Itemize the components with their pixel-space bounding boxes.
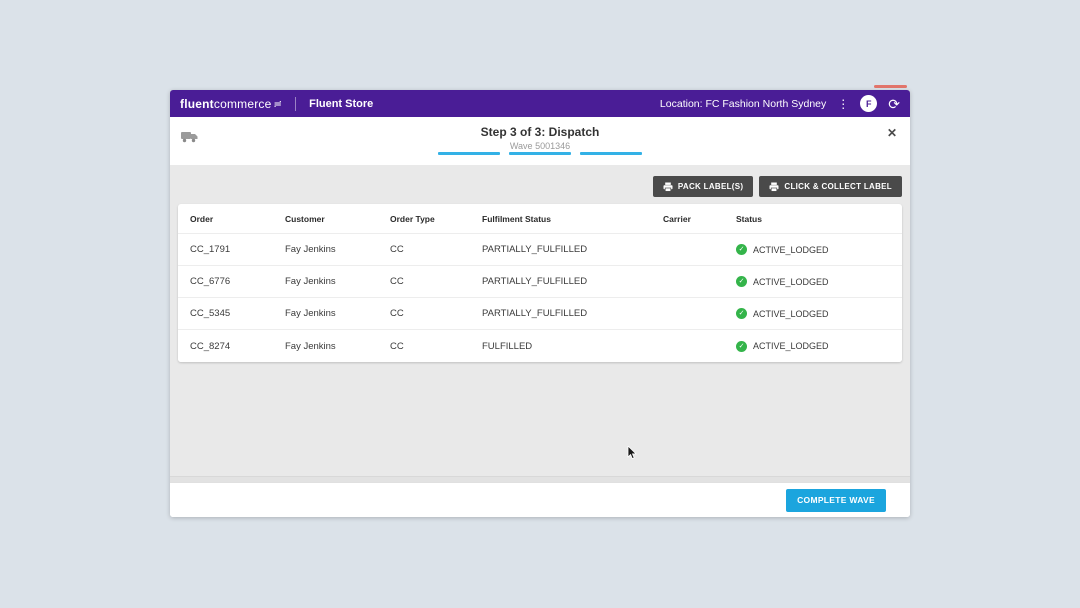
step-subtitle: Wave 5001346 (509, 141, 571, 151)
table-row[interactable]: CC_1791 Fay Jenkins CC PARTIALLY_FULFILL… (178, 234, 902, 266)
status-badge: ACTIVE_LODGED (753, 276, 829, 287)
footer: COMPLETE WAVE (170, 482, 910, 517)
progress-bar (438, 152, 642, 155)
status-badge: ACTIVE_LODGED (753, 244, 829, 255)
status-badge: ACTIVE_LODGED (753, 308, 829, 319)
cell-order-type: CC (390, 340, 404, 352)
cell-customer: Fay Jenkins (285, 276, 336, 287)
cell-order: CC_1791 (190, 244, 231, 255)
cell-fulfilment-status: FULFILLED (482, 340, 533, 352)
cell-status: ✓ ACTIVE_LODGED (736, 244, 890, 255)
content-area: PACK LABEL(S) CLICK & COLLECT LABEL Orde… (170, 165, 910, 482)
cell-fulfilment-status: PARTIALLY_FULFILLED (482, 276, 588, 287)
cell-status: ✓ ACTIVE_LODGED (736, 340, 890, 352)
refresh-icon[interactable]: ⟳ (888, 95, 900, 112)
click-collect-label-text: CLICK & COLLECT LABEL (784, 182, 892, 191)
close-icon[interactable]: ✕ (886, 126, 897, 140)
check-circle-icon: ✓ (736, 276, 747, 287)
recording-indicator (874, 85, 907, 88)
pack-labels-button[interactable]: PACK LABEL(S) (652, 176, 754, 197)
truck-icon (181, 132, 198, 143)
cell-order: CC_6776 (190, 276, 231, 287)
cell-status: ✓ ACTIVE_LODGED (736, 308, 890, 319)
cell-order: CC_8274 (190, 340, 231, 352)
col-fulfilment-status: Fulfilment Status (482, 213, 551, 224)
check-circle-icon: ✓ (736, 308, 747, 319)
app-name: Fluent Store (309, 97, 374, 110)
printer-icon (769, 182, 779, 192)
fluent-logo-icon: ≓ (273, 98, 283, 110)
kebab-menu-icon[interactable]: ⋮ (837, 96, 850, 111)
cell-order-type: CC (390, 308, 404, 319)
col-status: Status (736, 213, 762, 224)
app-header: fluent commerce ≓ Fluent Store Location: F… (170, 90, 910, 117)
complete-wave-button[interactable]: COMPLETE WAVE (786, 488, 886, 512)
table-row[interactable]: CC_5345 Fay Jenkins CC PARTIALLY_FULFILL… (178, 298, 902, 330)
brand-logo: fluent commerce ≓ (180, 97, 282, 111)
cell-customer: Fay Jenkins (285, 340, 336, 352)
cell-order: CC_5345 (190, 308, 231, 319)
table-row[interactable]: CC_8274 Fay Jenkins CC FULFILLED ✓ ACTIV… (178, 330, 902, 362)
header-divider (295, 96, 297, 111)
check-circle-icon: ✓ (736, 340, 747, 352)
brand-text-regular: commerce (213, 96, 272, 111)
click-collect-label-button[interactable]: CLICK & COLLECT LABEL (759, 176, 902, 197)
cell-customer: Fay Jenkins (285, 308, 336, 319)
progress-segment-3 (580, 152, 642, 155)
col-order: Order (190, 213, 214, 224)
status-badge: ACTIVE_LODGED (753, 341, 829, 351)
col-order-type: Order Type (390, 213, 435, 224)
cell-fulfilment-status: PARTIALLY_FULFILLED (482, 244, 588, 255)
cell-order-type: CC (390, 276, 404, 287)
avatar[interactable]: F (860, 95, 878, 112)
col-carrier: Carrier (663, 213, 691, 224)
col-customer: Customer (285, 213, 325, 224)
step-title: Step 3 of 3: Dispatch (480, 125, 600, 139)
printer-icon (663, 182, 673, 192)
progress-segment-1 (438, 152, 500, 155)
step-header: Step 3 of 3: Dispatch Wave 5001346 ✕ (170, 117, 910, 165)
table-row[interactable]: CC_6776 Fay Jenkins CC PARTIALLY_FULFILL… (178, 266, 902, 298)
table-body: CC_1791 Fay Jenkins CC PARTIALLY_FULFILL… (178, 234, 902, 362)
check-circle-icon: ✓ (736, 244, 747, 255)
cell-customer: Fay Jenkins (285, 244, 336, 255)
brand-text-bold: fluent (180, 96, 214, 111)
location-label: Location: FC Fashion North Sydney (659, 97, 827, 110)
horizontal-scrollbar[interactable] (170, 476, 910, 482)
cell-order-type: CC (390, 244, 404, 255)
cell-fulfilment-status: PARTIALLY_FULFILLED (482, 308, 588, 319)
toolbar: PACK LABEL(S) CLICK & COLLECT LABEL (178, 176, 902, 197)
orders-table: Order Customer Order Type Fulfilment Sta… (178, 204, 902, 362)
pack-labels-label: PACK LABEL(S) (677, 182, 744, 191)
app-window: fluent commerce ≓ Fluent Store Location: F… (170, 90, 910, 517)
table-header: Order Customer Order Type Fulfilment Sta… (178, 204, 902, 234)
cell-status: ✓ ACTIVE_LODGED (736, 276, 890, 287)
progress-segment-2 (509, 152, 571, 155)
